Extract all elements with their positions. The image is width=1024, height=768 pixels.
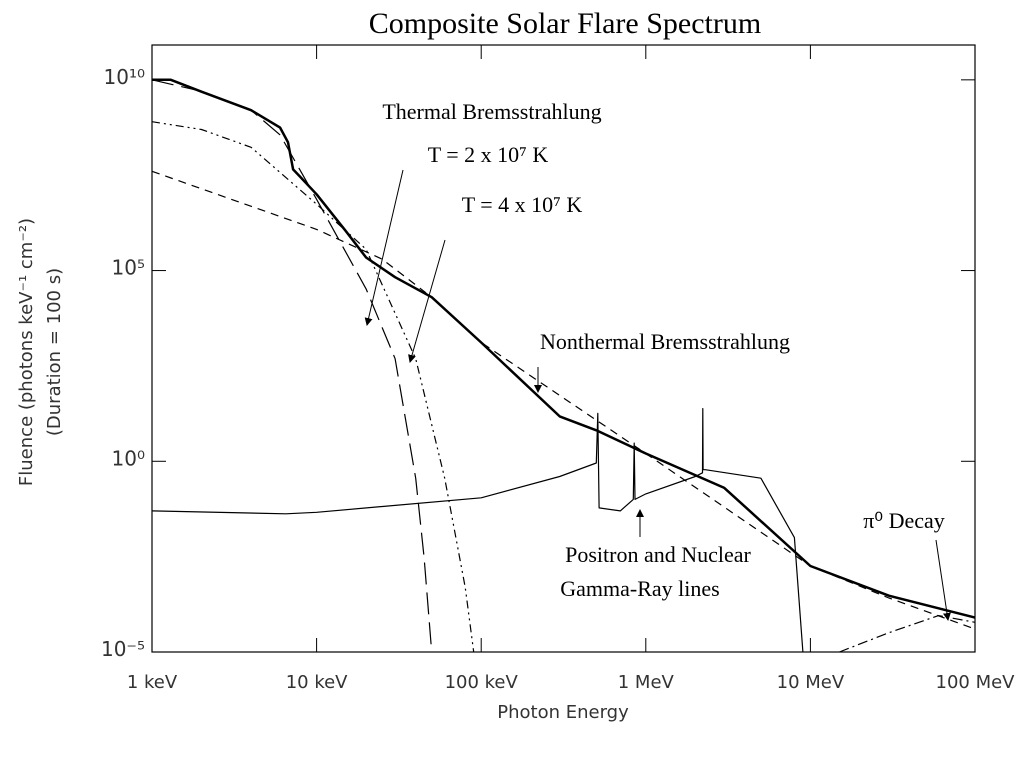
y-axis-label: Fluence (photons keV⁻¹ cm⁻²) — [16, 218, 37, 486]
series-line — [151, 79, 433, 653]
x-tick-label: 1 MeV — [618, 672, 675, 693]
x-axis-label: Photon Energy — [497, 702, 629, 723]
annotation: π⁰ Decay — [863, 508, 945, 533]
y-tick-label: 10⁵ — [112, 256, 145, 280]
annotation: Positron and Nuclear — [565, 542, 751, 567]
y-tick-label: 10⁰ — [112, 446, 145, 470]
series-line — [151, 408, 804, 653]
y-tick-label: 10⁻⁵ — [101, 637, 145, 661]
annotation: T = 4 x 10⁷ K — [462, 192, 583, 217]
arrows — [364, 169, 951, 621]
y-axis-label: (Duration = 100 s) — [44, 268, 65, 436]
annotation: T = 2 x 10⁷ K — [428, 142, 549, 167]
annotation: Nonthermal Bremsstrahlung — [540, 329, 790, 354]
x-tick-label: 100 MeV — [936, 672, 1016, 693]
x-tick-label: 10 MeV — [777, 672, 845, 693]
y-tick-label: 10¹⁰ — [104, 65, 145, 89]
series-line — [152, 78, 976, 619]
plot-frame — [151, 44, 976, 653]
x-tick-label: 100 keV — [445, 672, 519, 693]
annotation: Gamma-Ray lines — [560, 576, 719, 601]
chart-title: Composite Solar Flare Spectrum — [369, 7, 761, 40]
series-line — [151, 170, 976, 630]
annotation: Thermal Bremsstrahlung — [382, 99, 601, 124]
x-tick-label: 10 keV — [286, 672, 348, 693]
series-line — [839, 614, 976, 653]
x-tick-label: 1 keV — [127, 672, 178, 693]
series-line — [151, 121, 475, 653]
